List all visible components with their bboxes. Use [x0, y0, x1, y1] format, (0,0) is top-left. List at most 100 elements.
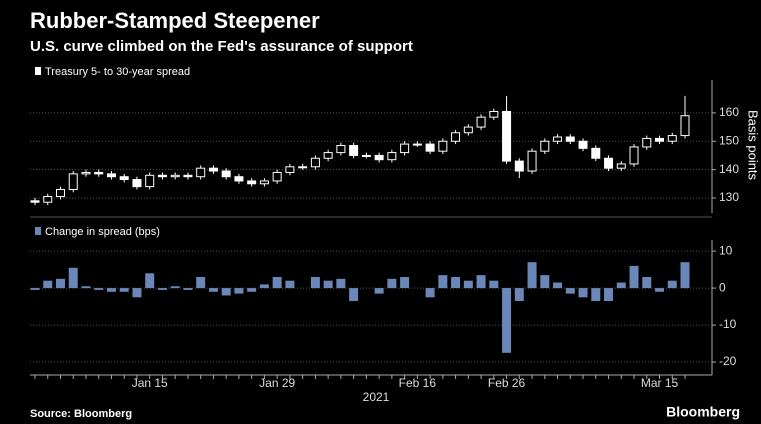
- candle-body: [374, 154, 384, 161]
- candle-body: [106, 173, 116, 178]
- candle-body: [412, 143, 422, 146]
- bar: [81, 286, 91, 289]
- candle-body: [616, 163, 626, 169]
- candle-body: [30, 200, 40, 203]
- candle-body: [298, 166, 308, 169]
- candle-body: [629, 146, 639, 165]
- bar: [565, 288, 575, 294]
- bar: [285, 280, 295, 289]
- candle-body: [553, 136, 563, 142]
- candle-body: [68, 173, 78, 190]
- legend-swatch: [35, 67, 41, 75]
- candle-body: [438, 140, 448, 152]
- bar: [119, 288, 129, 292]
- y-tick-label: 130: [719, 190, 739, 204]
- y-tick-label: -20: [719, 354, 737, 368]
- x-tick-label: Mar 15: [641, 376, 679, 390]
- candle-body: [400, 143, 410, 154]
- bar: [616, 282, 626, 289]
- bar: [259, 284, 269, 289]
- candle-body: [387, 152, 397, 161]
- y-tick-label: 0: [719, 280, 726, 294]
- bar: [310, 276, 320, 289]
- bar: [145, 273, 155, 289]
- bar: [336, 278, 346, 289]
- bar: [578, 288, 588, 298]
- source: Source: Bloomberg: [30, 408, 132, 420]
- bar: [642, 276, 652, 289]
- candle-body: [336, 145, 346, 154]
- bar: [400, 276, 410, 289]
- legend-swatch: [35, 227, 41, 235]
- y-tick-label: 10: [719, 243, 733, 257]
- candle-body: [476, 116, 486, 128]
- bar: [157, 288, 167, 290]
- bar: [323, 280, 333, 289]
- x-tick-label: Feb 16: [399, 376, 437, 390]
- bar: [208, 288, 218, 292]
- x-axis-label: 2021: [363, 390, 390, 404]
- candle-body: [349, 145, 359, 156]
- bar: [438, 275, 448, 289]
- bar: [68, 267, 78, 289]
- candle-body: [680, 115, 690, 137]
- candle-body: [170, 174, 180, 178]
- chart-subtitle: U.S. curve climbed on the Fed's assuranc…: [30, 38, 413, 55]
- bar: [527, 262, 537, 289]
- bar: [272, 276, 282, 289]
- bar: [106, 288, 116, 292]
- candle-body: [591, 147, 601, 159]
- candle-body: [578, 140, 588, 149]
- candle-body: [196, 167, 206, 178]
- y-tick-label: -10: [719, 317, 737, 331]
- candle-body: [247, 180, 257, 185]
- bar: [604, 288, 614, 302]
- bar: [514, 288, 524, 302]
- candle-body: [208, 167, 218, 172]
- candle-body: [43, 196, 53, 203]
- candle-body: [514, 160, 524, 172]
- candle-body: [425, 143, 435, 152]
- bar: [629, 265, 639, 289]
- candle-body: [310, 157, 320, 168]
- candle-body: [451, 132, 461, 142]
- bar: [553, 282, 563, 289]
- legend-label: Change in spread (bps): [45, 226, 160, 238]
- bar: [55, 278, 65, 289]
- candle-body: [667, 135, 677, 142]
- candle-body: [55, 188, 65, 198]
- bar: [132, 288, 142, 298]
- bar: [94, 288, 104, 290]
- y-tick-label: 140: [719, 162, 739, 176]
- bar: [667, 280, 677, 289]
- candle-body: [157, 174, 167, 178]
- candle-body: [604, 157, 614, 169]
- y-axis-label: Basis points: [746, 110, 761, 181]
- bar: [183, 288, 193, 290]
- y-tick-label: 160: [719, 105, 739, 119]
- bar: [425, 288, 435, 298]
- candle-body: [489, 110, 499, 118]
- bar: [349, 288, 359, 302]
- candle-body: [540, 140, 550, 152]
- bar: [655, 288, 665, 292]
- candle-body: [565, 136, 575, 142]
- candle-body: [221, 170, 231, 178]
- bar: [387, 278, 397, 289]
- bar: [234, 288, 244, 294]
- legend-label: Treasury 5- to 30-year spread: [45, 66, 190, 78]
- bar: [221, 288, 231, 296]
- candle-body: [361, 154, 371, 157]
- candle-body: [502, 110, 512, 162]
- candle-body: [463, 126, 473, 134]
- bar: [43, 280, 53, 289]
- candle-body: [272, 171, 282, 182]
- candle-body: [119, 176, 129, 181]
- candle-body: [655, 137, 665, 142]
- bar: [170, 286, 180, 289]
- candle-body: [145, 174, 155, 188]
- candle-body: [81, 171, 91, 175]
- bar: [463, 280, 473, 289]
- x-tick-label: Feb 26: [488, 376, 526, 390]
- brand: Bloomberg: [666, 404, 740, 420]
